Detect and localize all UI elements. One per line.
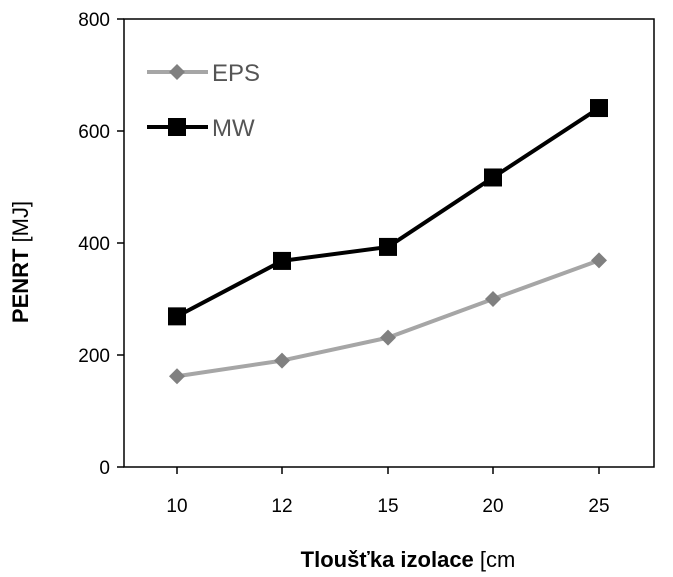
y-axis-title: PENRT [MJ] bbox=[8, 201, 33, 323]
legend-label-eps: EPS bbox=[212, 60, 260, 87]
x-axis-title: Tloušťka izolace [cm bbox=[301, 547, 516, 572]
x-tick-label: 15 bbox=[377, 496, 398, 517]
y-axis-ticks: 0 200 400 600 800 bbox=[78, 10, 124, 479]
y-tick-label: 800 bbox=[78, 10, 110, 31]
x-tick-label: 20 bbox=[482, 496, 503, 517]
data-point-eps bbox=[169, 368, 185, 385]
data-point-mw bbox=[273, 251, 291, 270]
legend-label-mw: MW bbox=[212, 115, 255, 142]
series-mw bbox=[168, 99, 608, 326]
data-point-mw bbox=[379, 237, 397, 256]
legend: EPS MW bbox=[147, 60, 260, 142]
data-point-mw bbox=[484, 168, 502, 187]
y-tick-label: 600 bbox=[78, 122, 110, 143]
series-eps bbox=[169, 252, 607, 385]
data-point-eps bbox=[485, 291, 501, 307]
data-point-mw bbox=[590, 99, 608, 118]
x-axis-ticks: 10 12 15 20 25 bbox=[166, 467, 610, 517]
x-tick-label: 12 bbox=[271, 496, 292, 517]
data-point-mw bbox=[168, 307, 186, 326]
y-tick-label: 0 bbox=[99, 458, 110, 479]
y-tick-label: 200 bbox=[78, 346, 110, 367]
data-point-eps bbox=[274, 352, 290, 369]
x-tick-label: 25 bbox=[588, 496, 609, 517]
data-point-eps bbox=[591, 252, 607, 269]
legend-marker-mw bbox=[168, 118, 186, 136]
legend-marker-eps bbox=[169, 64, 185, 80]
x-tick-label: 10 bbox=[166, 496, 187, 517]
series-layer bbox=[168, 99, 608, 385]
data-point-eps bbox=[380, 329, 396, 346]
y-tick-label: 400 bbox=[78, 234, 110, 255]
